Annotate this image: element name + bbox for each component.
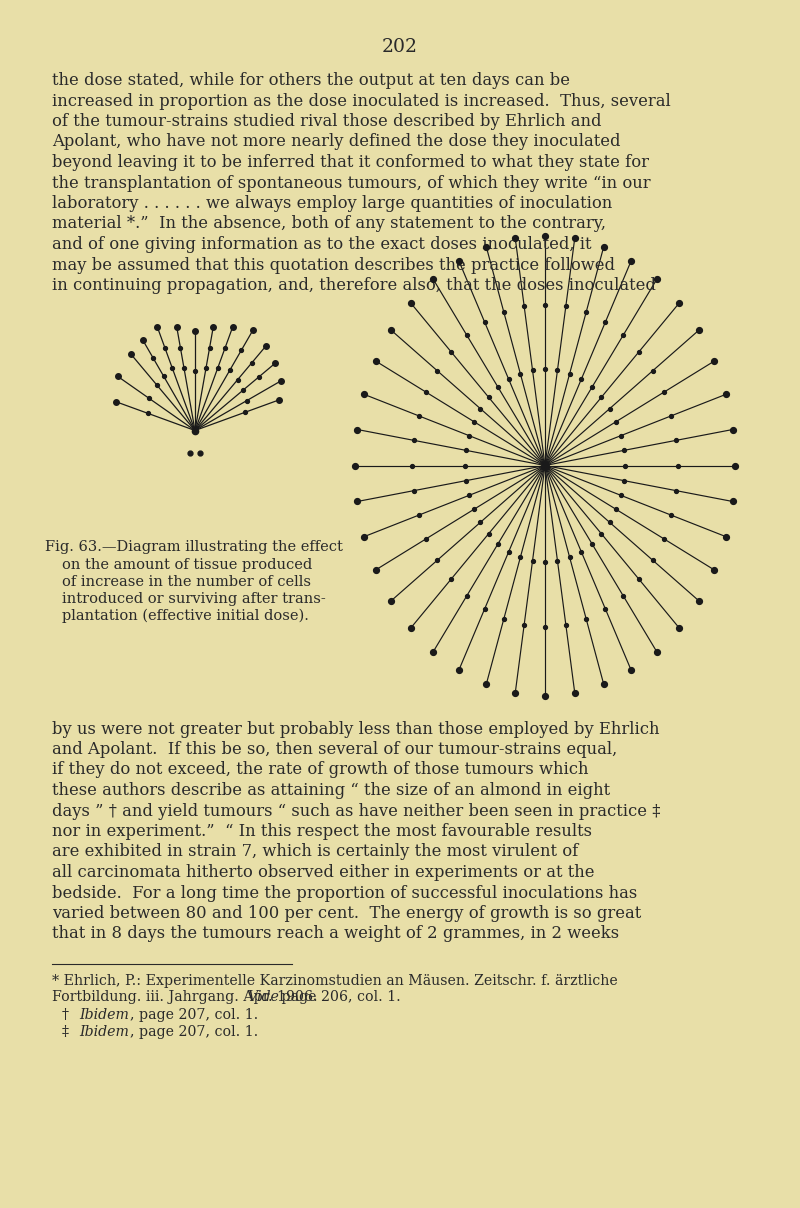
Text: , page 207, col. 1.: , page 207, col. 1. bbox=[130, 1026, 258, 1039]
Text: and Apolant.  If this be so, then several of our tumour-strains equal,: and Apolant. If this be so, then several… bbox=[52, 741, 618, 757]
Text: of the tumour-strains studied rival those described by Ehrlich and: of the tumour-strains studied rival thos… bbox=[52, 114, 602, 130]
Text: are exhibited in strain 7, which is certainly the most virulent of: are exhibited in strain 7, which is cert… bbox=[52, 843, 578, 860]
Text: may be assumed that this quotation describes the practice followed: may be assumed that this quotation descr… bbox=[52, 256, 615, 273]
Text: beyond leaving it to be inferred that it conformed to what they state for: beyond leaving it to be inferred that it… bbox=[52, 153, 649, 172]
Text: material *.”  In the absence, both of any statement to the contrary,: material *.” In the absence, both of any… bbox=[52, 215, 606, 232]
Text: ‡: ‡ bbox=[62, 1026, 78, 1039]
Text: these authors describe as attaining “ the size of an almond in eight: these authors describe as attaining “ th… bbox=[52, 782, 610, 798]
Text: all carcinomata hitherto observed either in experiments or at the: all carcinomata hitherto observed either… bbox=[52, 864, 594, 881]
Text: , page 207, col. 1.: , page 207, col. 1. bbox=[130, 1007, 258, 1022]
Text: varied between 80 and 100 per cent.  The energy of growth is so great: varied between 80 and 100 per cent. The … bbox=[52, 905, 642, 922]
Text: Fortbildung. iii. Jahrgang. Apr. 1906.: Fortbildung. iii. Jahrgang. Apr. 1906. bbox=[52, 991, 331, 1004]
Text: laboratory . . . . . . we always employ large quantities of inoculation: laboratory . . . . . . we always employ … bbox=[52, 194, 612, 211]
Text: and of one giving information as to the exact doses inoculated, it: and of one giving information as to the … bbox=[52, 236, 591, 252]
Text: introduced or surviving after trans-: introduced or surviving after trans- bbox=[62, 592, 326, 605]
Text: on the amount of tissue produced: on the amount of tissue produced bbox=[62, 558, 312, 571]
Text: plantation (effective initial dose).: plantation (effective initial dose). bbox=[62, 609, 309, 623]
Text: page 206, col. 1.: page 206, col. 1. bbox=[277, 991, 401, 1004]
Text: if they do not exceed, the rate of growth of those tumours which: if they do not exceed, the rate of growt… bbox=[52, 761, 589, 778]
Text: the dose stated, while for others the output at ten days can be: the dose stated, while for others the ou… bbox=[52, 72, 570, 89]
Text: of increase in the number of cells: of increase in the number of cells bbox=[62, 575, 311, 588]
Text: Apolant, who have not more nearly defined the dose they inoculated: Apolant, who have not more nearly define… bbox=[52, 134, 621, 151]
Text: by us were not greater but probably less than those employed by Ehrlich: by us were not greater but probably less… bbox=[52, 720, 659, 738]
Text: Ibidem: Ibidem bbox=[79, 1007, 129, 1022]
Text: nor in experiment.”  “ In this respect the most favourable results: nor in experiment.” “ In this respect th… bbox=[52, 823, 592, 840]
Text: days ” † and yield tumours “ such as have neither been seen in practice ‡: days ” † and yield tumours “ such as hav… bbox=[52, 802, 661, 819]
Text: 202: 202 bbox=[382, 37, 418, 56]
Text: the transplantation of spontaneous tumours, of which they write “in our: the transplantation of spontaneous tumou… bbox=[52, 174, 650, 192]
Text: increased in proportion as the dose inoculated is increased.  Thus, several: increased in proportion as the dose inoc… bbox=[52, 93, 670, 110]
Text: that in 8 days the tumours reach a weight of 2 grammes, in 2 weeks: that in 8 days the tumours reach a weigh… bbox=[52, 925, 619, 942]
Text: * Ehrlich, P.: Experimentelle Karzinomstudien an Mäusen. Zeitschr. f. ärztliche: * Ehrlich, P.: Experimentelle Karzinomst… bbox=[52, 974, 618, 988]
Text: Ibidem: Ibidem bbox=[79, 1026, 129, 1039]
Text: †: † bbox=[62, 1007, 78, 1022]
Text: bedside.  For a long time the proportion of successful inoculations has: bedside. For a long time the proportion … bbox=[52, 884, 638, 901]
Text: in continuing propagation, and, therefore also, that the doses inoculated: in continuing propagation, and, therefor… bbox=[52, 277, 656, 294]
Text: Fig. 63.—Diagram illustrating the effect: Fig. 63.—Diagram illustrating the effect bbox=[45, 540, 343, 554]
Text: Vide: Vide bbox=[247, 991, 279, 1004]
